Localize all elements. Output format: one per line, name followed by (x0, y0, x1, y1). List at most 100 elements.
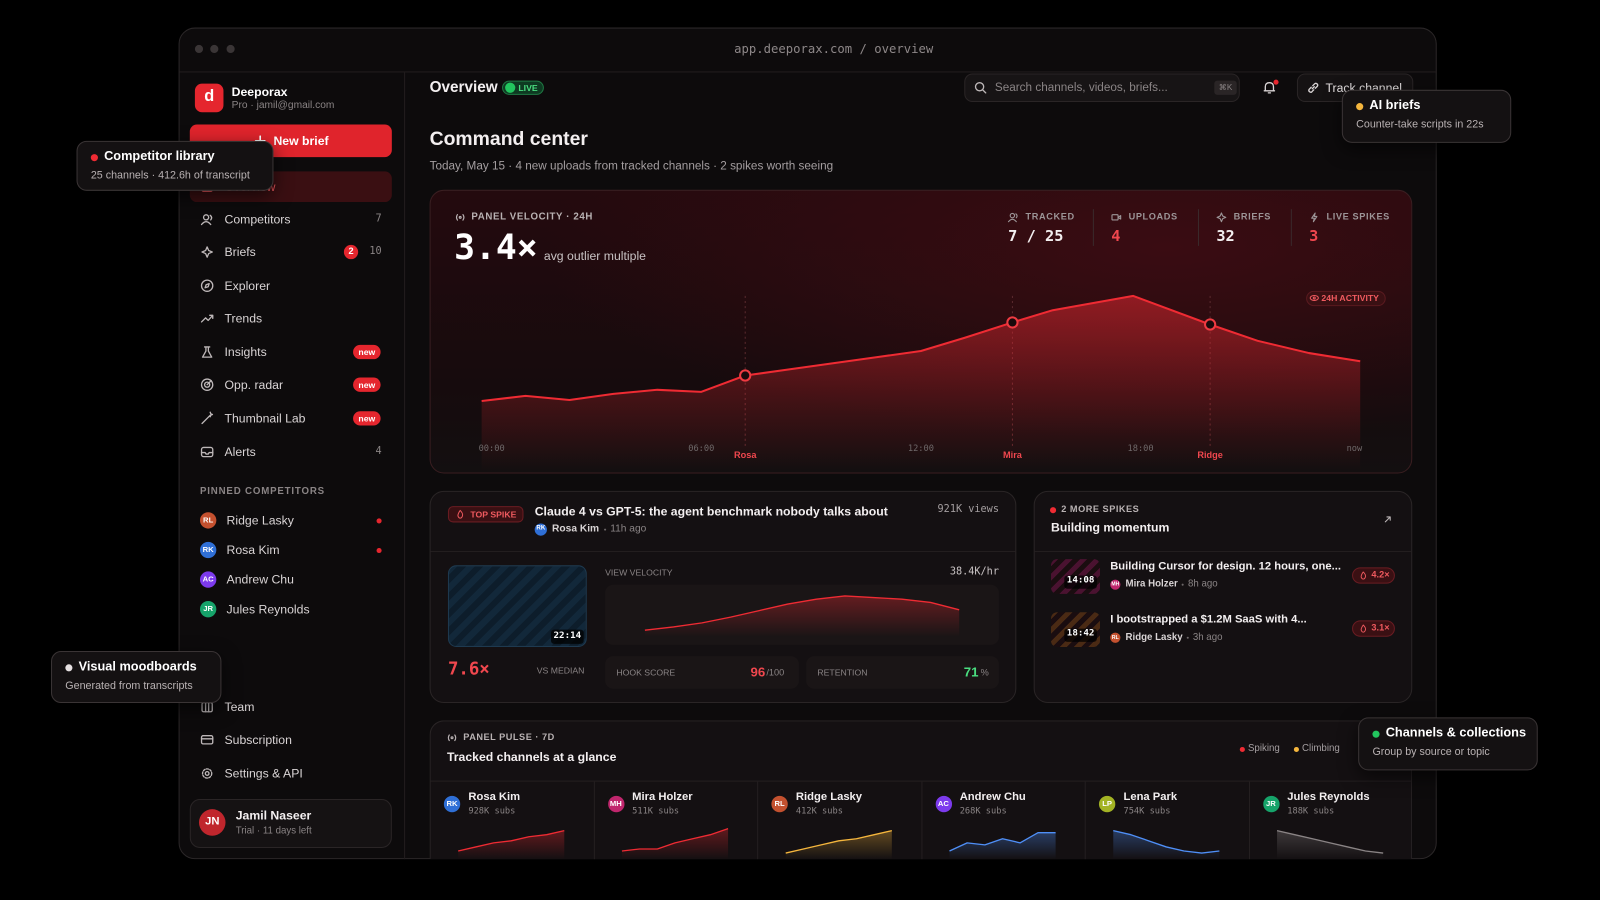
icon-part (1263, 81, 1276, 94)
footer-nav-item[interactable]: Subscription (224, 732, 292, 747)
channel-name[interactable]: Andrew Chu (959, 790, 1026, 804)
icon-part (201, 346, 213, 358)
spike-title[interactable]: Building Cursor for design. 12 hours, on… (1110, 560, 1341, 573)
page-title: Overview (429, 78, 498, 96)
user-plan: Trial · 11 days left (235, 825, 312, 837)
spike-title[interactable]: I bootstrapped a $1.2M SaaS with 4... (1110, 613, 1307, 626)
nav-item[interactable]: Thumbnail Lab (224, 410, 306, 426)
logo-letter: d (204, 87, 215, 106)
nav-tag (353, 344, 381, 360)
avatar-initials: AC (937, 799, 949, 809)
avatar-initials: JR (203, 604, 214, 614)
retention-label: RETENTION (817, 667, 868, 678)
nav-item[interactable]: Alerts (224, 444, 256, 459)
search-box[interactable] (964, 73, 1240, 103)
spike-label: Mira (1002, 450, 1022, 461)
avatar (199, 541, 217, 559)
x-tick-label: 18:00 (1127, 443, 1154, 454)
channel-name[interactable]: Mira Holzer (632, 790, 693, 804)
callout-title: Competitor library (104, 149, 215, 164)
icon-flame (1360, 571, 1367, 580)
activity-badge (1306, 290, 1386, 307)
velocity-caption: avg outlier multiple (543, 248, 646, 263)
column-divider (593, 781, 595, 860)
channel-name[interactable]: Rosa Kim (468, 790, 521, 804)
pinned-name[interactable]: Rosa Kim (226, 542, 280, 557)
pinned-name[interactable]: Ridge Lasky (226, 512, 294, 528)
pinned-alert (376, 547, 382, 553)
pinned-name[interactable]: Andrew Chu (226, 571, 294, 587)
nav-item[interactable]: Opp. radar (224, 377, 284, 392)
duration: 22:14 (553, 631, 582, 642)
icon-part (201, 701, 213, 713)
channel-trend-area (621, 828, 729, 860)
avatar-initials: RK (536, 525, 546, 532)
avatar (534, 523, 547, 536)
legend-dot (1293, 746, 1299, 752)
stat-label: BRIEFS (1233, 211, 1272, 222)
search-placeholder[interactable]: Search channels, videos, briefs... (994, 81, 1168, 94)
multiple-badge (1352, 567, 1395, 584)
account: Pro · jamil@gmail.com (231, 99, 335, 112)
pinned-name[interactable]: Jules Reynolds (226, 601, 310, 616)
nav-item[interactable]: Competitors (224, 211, 291, 227)
icon-part (458, 215, 462, 219)
icon-part (201, 411, 214, 425)
avatar-initials: LP (1102, 799, 1113, 809)
nav-item[interactable]: Briefs (224, 244, 256, 259)
icon-part (455, 213, 465, 221)
card-divider (1034, 551, 1412, 553)
footer-nav-item[interactable]: Team (224, 699, 255, 714)
icon-part (1117, 215, 1122, 220)
icon-arrow (1384, 516, 1391, 523)
pinned-title: PINNED COMPETITORS (199, 485, 325, 498)
shortcut: ⌘K (1218, 82, 1233, 92)
author-age: 11h ago (610, 523, 647, 535)
channel-subs: 412K subs (795, 805, 843, 817)
channel-name[interactable]: Lena Park (1123, 790, 1178, 804)
view-velocity-line (644, 595, 960, 631)
top-spike-tag-label: TOP SPIKE (470, 508, 517, 520)
spike-label: Ridge (1197, 450, 1223, 461)
icon-part (201, 246, 213, 258)
nav-item[interactable]: Insights (224, 344, 267, 359)
window-dot (210, 44, 219, 54)
icon-part (457, 509, 464, 519)
nav-item[interactable]: Explorer (224, 278, 271, 293)
icon-part (200, 378, 214, 391)
velocity-value: 38.4K/hr (949, 566, 999, 578)
duration-badge (551, 629, 584, 644)
nav-item[interactable]: Trends (224, 310, 263, 326)
icon-bolt (1311, 212, 1318, 223)
sidebar-divider (404, 72, 406, 860)
separator-dot (1181, 583, 1184, 586)
icon-part (1384, 516, 1391, 523)
callout (1341, 89, 1512, 143)
new-brief-label[interactable]: New brief (273, 133, 329, 148)
icon-part (974, 81, 985, 92)
hook-unit: /100 (766, 667, 785, 678)
icon-part (1111, 214, 1119, 221)
channel-name[interactable]: Jules Reynolds (1287, 790, 1370, 804)
callout-text: Counter-take scripts in 22s (1356, 118, 1484, 132)
top-spike-title[interactable]: Claude 4 vs GPT-5: the agent benchmark n… (534, 503, 888, 518)
channel-name[interactable]: Ridge Lasky (795, 790, 863, 804)
callout-dot (90, 153, 98, 161)
icon-part (1312, 296, 1316, 300)
footer-nav-item[interactable]: Settings & API (224, 765, 303, 781)
icon-part (1007, 213, 1018, 223)
avatar (199, 571, 217, 588)
callout-text: 25 channels · 412.6h of transcript (90, 169, 250, 183)
icon-part (201, 768, 213, 779)
callout-dot (1371, 730, 1380, 738)
stat-value: 4 (1111, 226, 1121, 245)
avatar (1110, 579, 1121, 590)
legend-label: Spiking (1247, 742, 1280, 755)
channel-trend-area (458, 830, 565, 860)
stat-label: UPLOADS (1128, 211, 1178, 222)
icon-trend (200, 314, 214, 323)
icon-grid (201, 701, 213, 713)
avatar-initials: RL (1111, 634, 1119, 641)
